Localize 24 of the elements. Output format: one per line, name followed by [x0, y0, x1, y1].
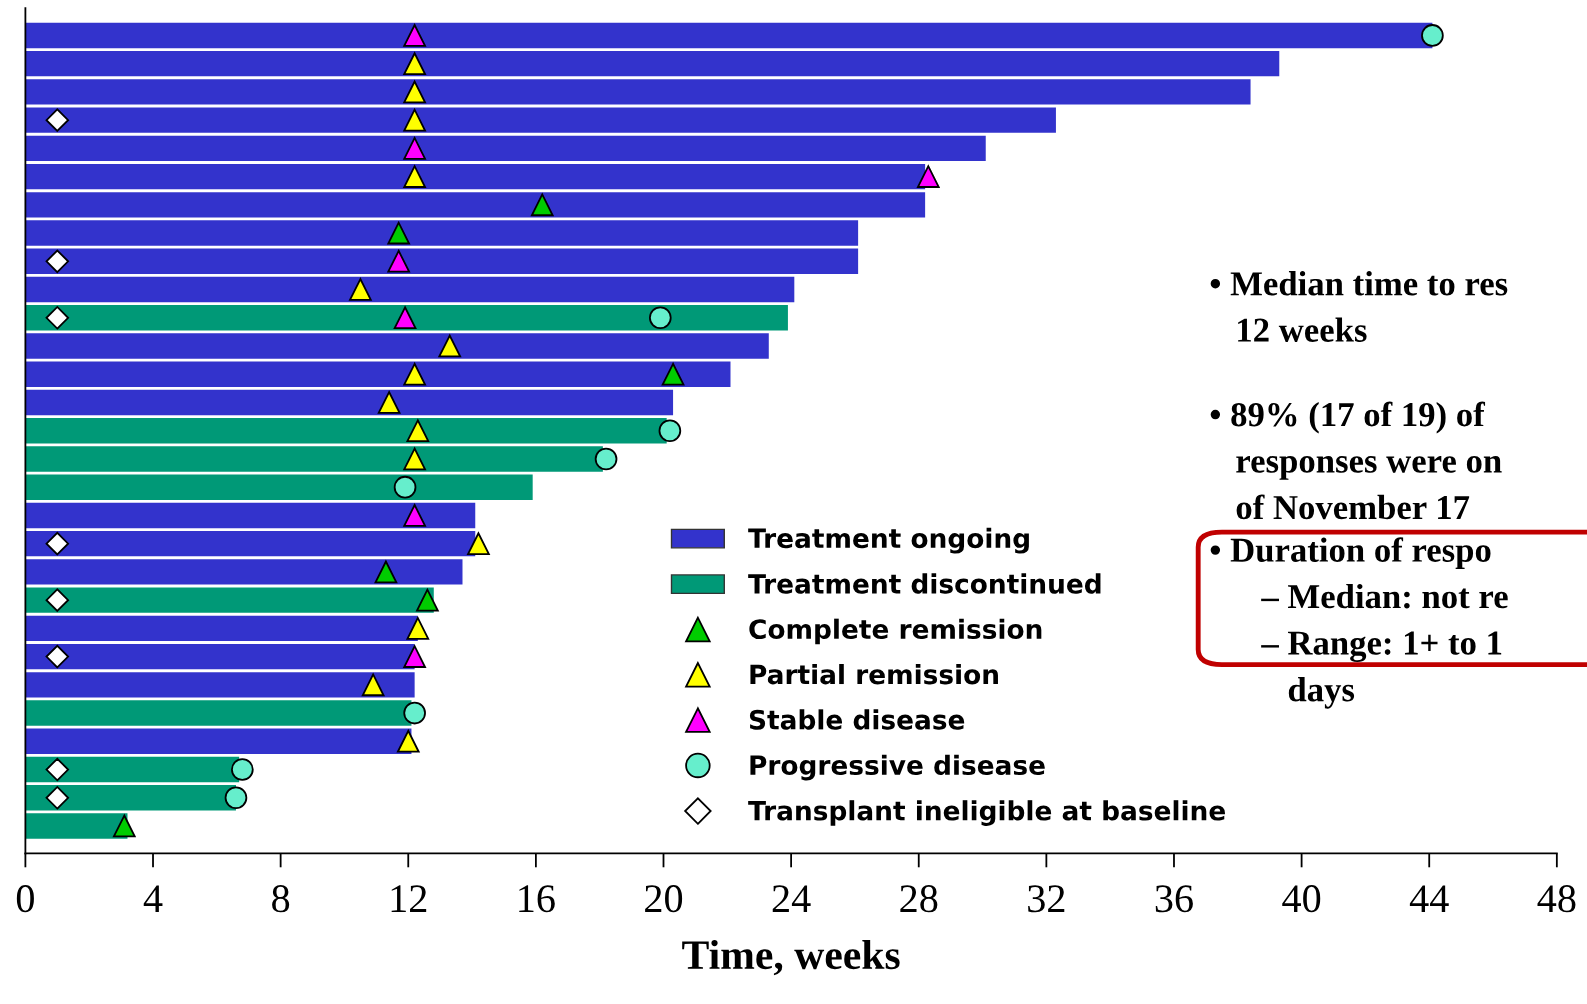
legend-label: Treatment ongoing: [748, 527, 1029, 554]
annotation: • 89% (17 of 19) of responses were on of November 17: [1210, 401, 1502, 520]
annotation: • Duration of respo – Median: not re – Range: 1+ to 1 days: [1210, 537, 1508, 709]
x-tick-label: 16: [519, 885, 555, 913]
x-tick-label: 40: [1282, 885, 1321, 913]
x-tick-label: 44: [1409, 885, 1449, 912]
annotation: • Median time to res 12 weeks: [1210, 271, 1508, 342]
x-tick-label: 0: [16, 885, 34, 913]
x-tick-label: 4: [143, 885, 163, 912]
x-tick-label: 24: [772, 885, 811, 912]
legend-label: Progressive disease: [750, 754, 1045, 781]
x-tick-label: 8: [272, 885, 290, 913]
x-tick-label: 28: [900, 885, 938, 913]
x-axis-title: Time, weeks: [682, 939, 900, 976]
legend-label: Partial remission: [750, 663, 998, 685]
x-tick-label: 32: [1028, 885, 1065, 913]
x-tick-label: 20: [645, 885, 683, 913]
legend-label: Stable disease: [749, 709, 965, 730]
x-tick-label: 36: [1155, 885, 1193, 913]
legend-label: Complete remission: [749, 618, 1042, 645]
legend-label: Treatment discontinued: [748, 573, 1101, 594]
legend-label: Transplant ineligible at baseline: [748, 800, 1225, 826]
x-tick-label: 12: [391, 885, 427, 912]
x-tick-label: 48: [1537, 885, 1576, 913]
